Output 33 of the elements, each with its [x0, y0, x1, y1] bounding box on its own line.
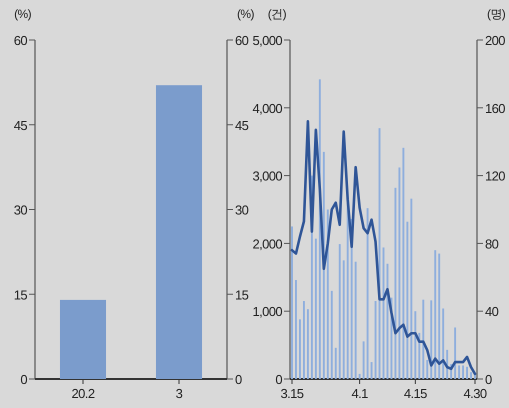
- x-tick-label: 3: [176, 386, 183, 401]
- y2-tick-label: 120: [485, 168, 506, 184]
- y2-tick-label: 160: [485, 100, 506, 116]
- y2-axis-title: (명): [487, 7, 506, 21]
- y-tick-label: 60: [14, 33, 28, 48]
- y-tick-label: 1,000: [252, 304, 282, 320]
- y-tick-label: 30: [14, 202, 28, 218]
- y2-tick-label: 15: [235, 287, 249, 302]
- y2-tick-label: 200: [485, 33, 506, 48]
- y2-tick-label: 60: [235, 33, 249, 48]
- y-tick-label: 45: [14, 118, 28, 133]
- x-tick-label: 4.30: [464, 386, 487, 401]
- y-tick-label: 3,000: [252, 168, 282, 184]
- x-tick-label: 3.15: [280, 386, 304, 401]
- y2-tick-label: 0: [485, 372, 492, 387]
- x-tick-label: 20.2: [72, 386, 95, 401]
- y2-tick-label: 30: [235, 202, 249, 218]
- y-tick-label: 5,000: [252, 33, 282, 48]
- y-tick-label: 0: [275, 372, 282, 387]
- y-tick-label: 2,000: [252, 236, 282, 252]
- line-series: [290, 120, 476, 376]
- y2-tick-label: 40: [485, 304, 499, 320]
- y2-tick-label: 45: [235, 118, 249, 133]
- x-tick-label: 4.15: [404, 386, 428, 401]
- y2-tick-label: 0: [235, 372, 242, 387]
- y-axis-title: (건): [268, 7, 287, 21]
- x-tick-label: 4.1: [351, 386, 368, 401]
- y-tick-label: 15: [14, 287, 28, 302]
- y-axis-title: (%): [14, 7, 32, 21]
- y-tick-label: 0: [20, 372, 28, 387]
- y2-axis-title: (%): [237, 7, 254, 21]
- y-tick-label: 4,000: [252, 100, 282, 116]
- y2-tick-label: 80: [485, 236, 499, 252]
